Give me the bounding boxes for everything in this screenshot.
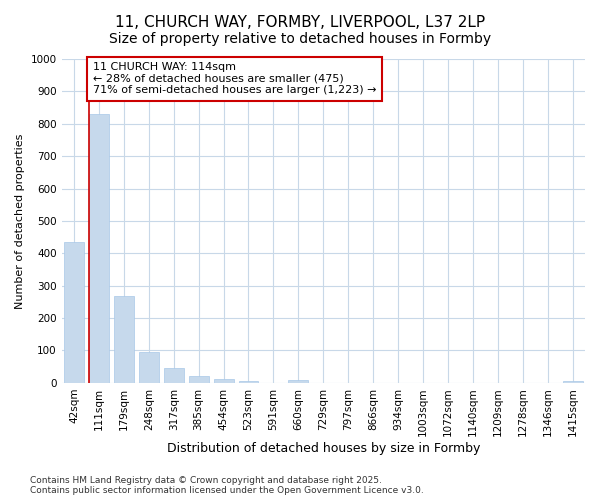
- Text: 11, CHURCH WAY, FORMBY, LIVERPOOL, L37 2LP: 11, CHURCH WAY, FORMBY, LIVERPOOL, L37 2…: [115, 15, 485, 30]
- Text: Size of property relative to detached houses in Formby: Size of property relative to detached ho…: [109, 32, 491, 46]
- Bar: [239, 380, 259, 383]
- Bar: [89, 114, 109, 383]
- Bar: [64, 242, 84, 383]
- Bar: [164, 368, 184, 383]
- Bar: [214, 378, 233, 383]
- Text: 11 CHURCH WAY: 114sqm
← 28% of detached houses are smaller (475)
71% of semi-det: 11 CHURCH WAY: 114sqm ← 28% of detached …: [92, 62, 376, 96]
- Bar: [139, 352, 159, 383]
- Text: Contains HM Land Registry data © Crown copyright and database right 2025.
Contai: Contains HM Land Registry data © Crown c…: [30, 476, 424, 495]
- Bar: [563, 380, 583, 383]
- Y-axis label: Number of detached properties: Number of detached properties: [15, 133, 25, 308]
- Bar: [114, 296, 134, 383]
- Bar: [188, 376, 209, 383]
- X-axis label: Distribution of detached houses by size in Formby: Distribution of detached houses by size …: [167, 442, 480, 455]
- Bar: [289, 380, 308, 383]
